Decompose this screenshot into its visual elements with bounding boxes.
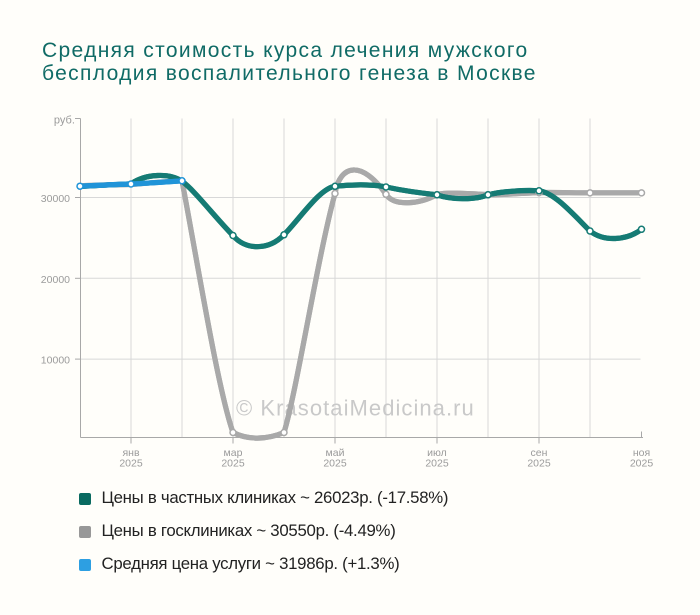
svg-text:2025: 2025 xyxy=(323,458,347,470)
svg-text:10000: 10000 xyxy=(41,355,70,367)
svg-text:янв: янв xyxy=(122,447,139,459)
svg-text:ноя: ноя xyxy=(633,447,650,459)
svg-text:мар: мар xyxy=(224,447,243,459)
svg-text:30000: 30000 xyxy=(41,193,70,205)
svg-text:сен: сен xyxy=(531,447,548,459)
svg-text:© KrasotaiMedicina.ru: © KrasotaiMedicina.ru xyxy=(236,396,475,421)
svg-text:2025: 2025 xyxy=(221,458,245,470)
svg-text:20000: 20000 xyxy=(41,274,70,286)
svg-text:руб.: руб. xyxy=(54,114,75,126)
svg-text:июл: июл xyxy=(427,447,447,459)
svg-text:2025: 2025 xyxy=(425,458,449,470)
svg-text:2025: 2025 xyxy=(630,458,654,470)
svg-text:2025: 2025 xyxy=(119,458,143,470)
svg-text:2025: 2025 xyxy=(527,458,551,470)
svg-text:май: май xyxy=(326,447,345,459)
